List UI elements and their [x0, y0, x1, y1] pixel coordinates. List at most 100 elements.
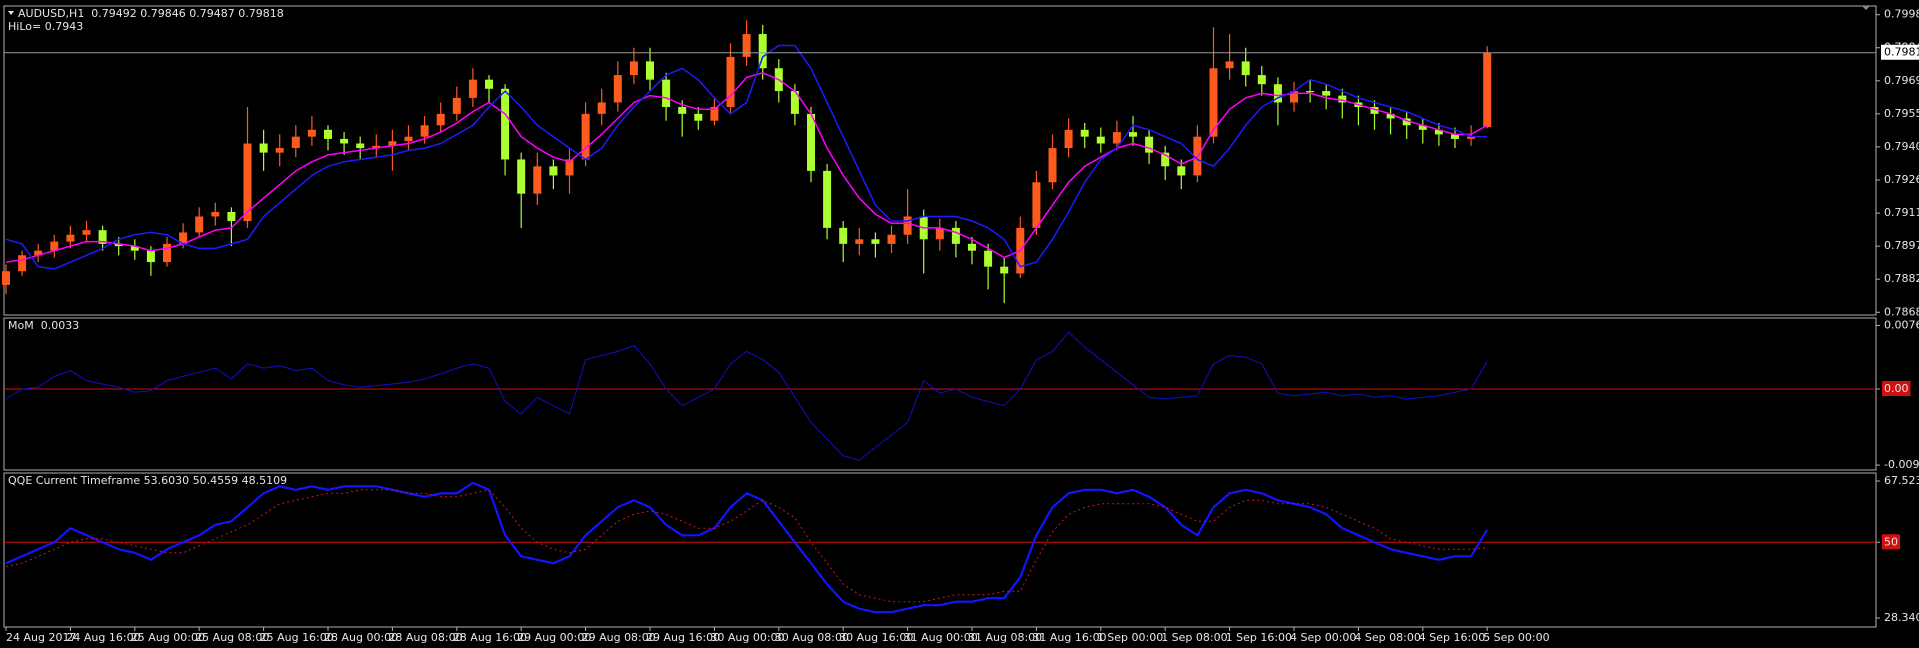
- x-tick-label: 24 Aug 16:00: [66, 631, 140, 644]
- candle-body: [855, 239, 864, 244]
- level-label: 50: [1884, 535, 1898, 548]
- candle-body: [98, 230, 107, 244]
- candle-body: [726, 56, 735, 108]
- menu-triangle[interactable]: [8, 11, 14, 15]
- candle-body: [646, 61, 654, 80]
- candle-body: [533, 166, 542, 194]
- candle-body: [1257, 75, 1266, 85]
- price-label-box: [1881, 44, 1919, 60]
- x-tick-label: 25 Aug 16:00: [260, 631, 334, 644]
- indicator-line: [5, 481, 1489, 614]
- candle-body: [549, 166, 558, 176]
- y-tick-label: 67.5239: [1884, 474, 1919, 487]
- x-tick-label: 4 Sep 16:00: [1419, 631, 1485, 644]
- candle-body: [1322, 91, 1331, 96]
- x-tick-label: 28 Aug 16:00: [453, 631, 527, 644]
- y-tick-label: 0.78680: [1884, 305, 1919, 318]
- x-tick-label: 31 Aug 16:00: [1032, 631, 1106, 644]
- candle-body: [1145, 136, 1154, 153]
- candle-body: [50, 241, 59, 251]
- candle-body: [468, 79, 477, 98]
- qqe-panel-frame: [3, 472, 1877, 628]
- y-tick-label: 0.79550: [1884, 107, 1919, 120]
- panel-title: MoM 0.0033: [8, 319, 79, 332]
- candle-body: [581, 113, 590, 160]
- y-tick-label: 0.0076: [1884, 318, 1919, 331]
- candle-body: [935, 227, 944, 240]
- candle-body: [1161, 152, 1170, 167]
- candle-body: [823, 170, 832, 228]
- x-tick-label: 31 Aug 08:00: [968, 631, 1042, 644]
- mom-panel-frame: [3, 317, 1877, 471]
- level-label-box: [1882, 380, 1911, 396]
- x-tick-label: 28 Aug 08:00: [388, 631, 462, 644]
- y-tick-label: 0.79405: [1884, 140, 1919, 153]
- candle-body: [259, 143, 268, 153]
- x-tick-label: 29 Aug 16:00: [646, 631, 720, 644]
- x-tick-label: 1 Sep 16:00: [1226, 631, 1292, 644]
- candle-body: [1467, 136, 1476, 139]
- candle-body: [951, 227, 960, 244]
- candle-body: [146, 250, 155, 263]
- candle-body: [324, 129, 332, 139]
- candle-body: [163, 243, 171, 263]
- y-tick-label: 28.3402: [1884, 611, 1919, 624]
- candle-body: [227, 211, 236, 222]
- candle-body: [114, 243, 123, 247]
- candle-body: [291, 136, 300, 149]
- candle-body: [356, 143, 365, 149]
- panel-title: AUDUSD,H1 0.79492 0.79846 0.79487 0.7981…: [18, 7, 284, 20]
- candle-body: [903, 216, 912, 235]
- candle-body: [1434, 129, 1443, 135]
- price-label: 0.79818: [1884, 46, 1919, 59]
- x-tick-label: 1 Sep 00:00: [1097, 631, 1163, 644]
- candle-body: [179, 232, 188, 244]
- x-tick-label: 31 Aug 00:00: [904, 631, 978, 644]
- candle-body: [1064, 129, 1073, 149]
- candle-body: [629, 61, 638, 76]
- candle-body: [195, 216, 204, 233]
- candle-body: [790, 91, 799, 114]
- candle-body: [758, 34, 767, 69]
- x-tick-label: 29 Aug 08:00: [582, 631, 656, 644]
- x-tick-label: 25 Aug 08:00: [195, 631, 269, 644]
- candle-body: [243, 143, 252, 222]
- y-tick-label: 0.79985: [1884, 8, 1919, 21]
- indicator-line: [5, 331, 1488, 461]
- candle-body: [34, 250, 43, 256]
- x-tick-label: 5 Sep 00:00: [1483, 631, 1549, 644]
- x-tick-label: 30 Aug 00:00: [710, 631, 784, 644]
- indicator-line: [5, 44, 1488, 270]
- candle-body: [1338, 95, 1347, 103]
- x-tick-label: 4 Sep 08:00: [1354, 631, 1420, 644]
- candle-body: [1273, 84, 1282, 103]
- candle-body: [1048, 148, 1057, 183]
- candle-body: [613, 75, 622, 103]
- candle-body: [388, 141, 397, 146]
- candle-body: [2, 271, 10, 285]
- candle-body: [1032, 182, 1041, 228]
- candle-body: [694, 113, 703, 121]
- candle-body: [742, 34, 751, 57]
- candle-body: [871, 239, 880, 244]
- level-label: 0.00: [1884, 382, 1909, 395]
- candle-body: [517, 159, 526, 194]
- candle-body: [1386, 113, 1395, 119]
- x-tick-label: 30 Aug 16:00: [839, 631, 913, 644]
- candle-body: [1402, 118, 1411, 126]
- candle-body: [1451, 134, 1459, 139]
- candle-body: [710, 107, 719, 121]
- x-tick-label: 4 Sep 00:00: [1290, 631, 1356, 644]
- candle-body: [130, 246, 139, 251]
- candle-body: [82, 230, 91, 235]
- candle-body: [565, 159, 574, 176]
- candle-body: [211, 211, 220, 217]
- candle-body: [1209, 68, 1218, 137]
- x-tick-label: 30 Aug 08:00: [775, 631, 849, 644]
- candle-body: [887, 234, 896, 244]
- y-tick-label: 0.78825: [1884, 272, 1919, 285]
- candle-body: [404, 136, 413, 142]
- candle-body: [1241, 61, 1250, 76]
- candle-body: [968, 243, 976, 251]
